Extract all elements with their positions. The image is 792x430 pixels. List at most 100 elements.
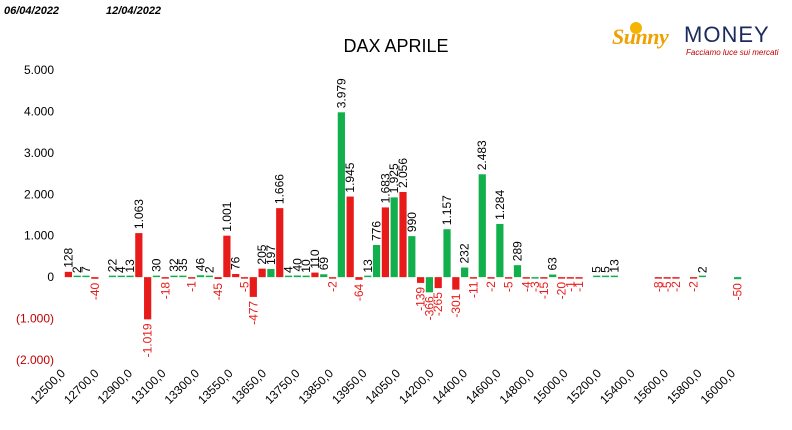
- data-label: 2: [695, 266, 709, 273]
- bar: [214, 277, 222, 279]
- x-tick-label: 14400,0: [430, 366, 471, 407]
- x-tick-label: 15800,0: [664, 366, 705, 407]
- y-tick-label: 5.000: [24, 63, 54, 77]
- bar: [152, 275, 161, 278]
- bar: [663, 277, 671, 279]
- x-tick-label: 14200,0: [396, 366, 437, 407]
- x-tick-label: 13550,0: [195, 366, 236, 407]
- bar: [320, 274, 328, 278]
- bar: [337, 112, 345, 278]
- bar: [258, 268, 266, 278]
- bar: [425, 277, 434, 293]
- bar: [82, 275, 90, 278]
- bar: [566, 277, 574, 279]
- data-label: -1: [572, 281, 586, 292]
- bar: [205, 275, 213, 278]
- x-tick-label: 13100,0: [128, 366, 169, 407]
- y-tick-label: 1.000: [24, 229, 54, 243]
- data-label: 128: [61, 247, 75, 267]
- data-label: -50: [731, 283, 745, 301]
- data-label: -18: [158, 282, 172, 300]
- bar: [522, 277, 530, 279]
- bar: [733, 277, 742, 280]
- data-label: 205: [255, 244, 269, 264]
- data-label: 22: [105, 259, 119, 273]
- bar: [108, 275, 117, 278]
- bar: [408, 236, 416, 278]
- x-tick-label: 12900,0: [95, 366, 136, 407]
- data-label: -139: [414, 287, 428, 311]
- data-label: -40: [88, 282, 102, 300]
- bar: [513, 265, 522, 278]
- bar: [593, 275, 601, 278]
- data-label: -5: [502, 281, 516, 292]
- bar: [434, 277, 442, 289]
- bar: [223, 235, 231, 278]
- bar: [654, 277, 662, 279]
- y-tick-label: (1.000): [16, 312, 54, 326]
- bar: [364, 275, 372, 278]
- x-tick-label: 13750,0: [262, 366, 303, 407]
- bar: [135, 233, 143, 278]
- bar: [302, 275, 310, 278]
- x-tick-label: 13850,0: [296, 366, 337, 407]
- x-tick-label: 12700,0: [61, 366, 102, 407]
- x-tick-label: 16000,0: [698, 366, 739, 407]
- data-label: 10: [299, 259, 313, 273]
- bar: [390, 197, 398, 278]
- logo-tagline: Facciamo luce sui mercati: [686, 48, 779, 57]
- x-tick-label: 14050,0: [363, 366, 404, 407]
- x-tick-label: 12500,0: [28, 366, 69, 407]
- bar: [610, 275, 618, 278]
- logo-brand-sunny: Sunny: [612, 24, 669, 49]
- data-label: 46: [194, 258, 208, 272]
- data-label: -301: [449, 293, 463, 317]
- data-label: 289: [511, 241, 525, 261]
- x-axis: 12500,012700,012900,013100,013300,013550…: [28, 366, 739, 407]
- y-tick-label: 4.000: [24, 104, 54, 118]
- data-label: 5: [590, 266, 604, 273]
- data-label: 2.483: [475, 140, 489, 170]
- data-label: 13: [123, 259, 137, 273]
- bar: [249, 277, 257, 297]
- bar: [161, 277, 169, 279]
- data-label: 1.157: [440, 195, 454, 225]
- data-label: 1.284: [493, 190, 507, 220]
- x-tick-label: 13650,0: [229, 366, 270, 407]
- data-label: -45: [211, 283, 225, 301]
- data-label: 2: [70, 266, 84, 273]
- bar: [549, 274, 557, 278]
- data-label: 63: [546, 257, 560, 271]
- bar: [311, 272, 319, 278]
- data-label: -20: [555, 282, 569, 300]
- data-label: -15: [537, 281, 551, 299]
- data-label: 232: [458, 243, 472, 263]
- data-label: -5: [238, 281, 252, 292]
- bar: [478, 174, 486, 278]
- bar: [461, 267, 469, 278]
- bars: [64, 112, 742, 320]
- bar: [399, 191, 407, 278]
- data-label: -477: [246, 301, 260, 325]
- x-tick-label: 13300,0: [162, 366, 203, 407]
- bar: [267, 268, 275, 278]
- data-label: 1.945: [343, 162, 357, 192]
- data-label: -3: [528, 281, 542, 292]
- bar: [355, 277, 363, 280]
- data-label: -64: [352, 283, 366, 301]
- data-label: -5: [660, 281, 674, 292]
- data-label: 990: [405, 212, 419, 232]
- x-tick-label: 14600,0: [463, 366, 504, 407]
- bar: [328, 277, 337, 279]
- bar: [496, 223, 504, 278]
- data-label: 13: [361, 259, 375, 273]
- x-tick-label: 15200,0: [564, 366, 605, 407]
- bar: [284, 275, 293, 278]
- data-label: -2: [484, 281, 498, 292]
- data-label: 13: [607, 259, 621, 273]
- data-label: 110: [308, 249, 322, 268]
- data-label: -8: [651, 281, 665, 292]
- data-label: 1.925: [387, 163, 401, 193]
- bar: [179, 275, 187, 278]
